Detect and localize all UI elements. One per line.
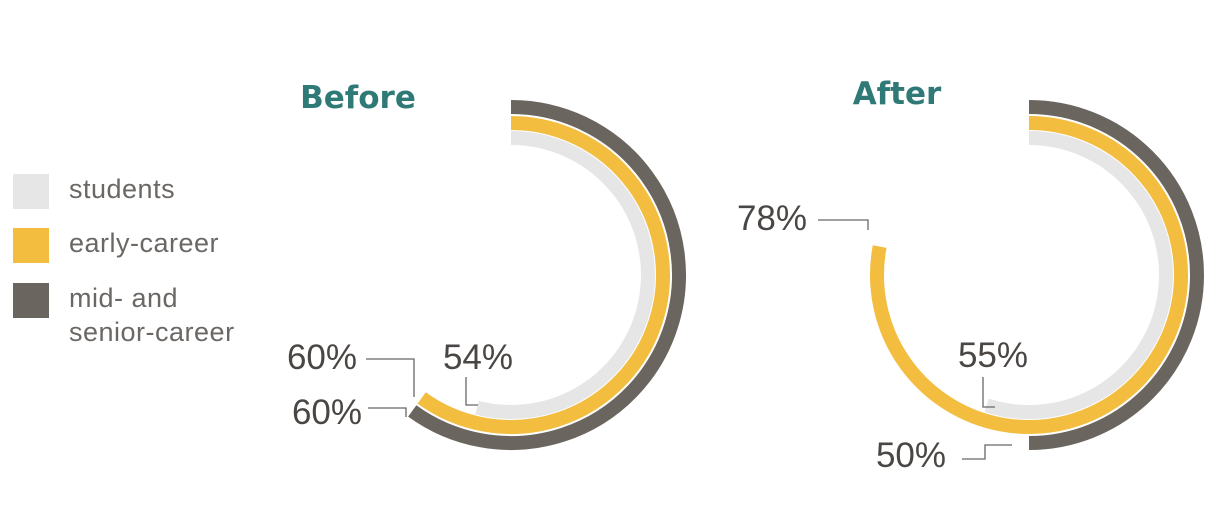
legend-label-students: students [69, 174, 175, 204]
panel-title: After [853, 76, 942, 112]
legend-label-early-career: early-career [69, 228, 219, 258]
leader-line-mid-and-senior-career [368, 407, 407, 417]
value-label-students: 55% [958, 336, 1028, 375]
value-label-mid-and-senior-career: 50% [876, 436, 946, 475]
arc-mid-and-senior-career [408, 100, 686, 450]
leader-line-students [982, 377, 995, 408]
value-label-mid-and-senior-career: 60% [292, 393, 362, 432]
value-label-students: 54% [443, 338, 513, 377]
leader-line-early-career [818, 219, 869, 230]
legend-swatch-early-career [13, 228, 49, 263]
panel-before: Before 54% 60% 60% [287, 80, 686, 450]
legend-label-mid-and-senior-career: senior-career [69, 317, 235, 347]
panel-title: Before [300, 80, 416, 116]
leader-line-students [465, 377, 478, 406]
legend-label-mid-and-senior-career: mid- and [69, 283, 178, 313]
legend-swatch-mid-and-senior-career [13, 283, 49, 318]
legend-swatch-students [13, 174, 49, 209]
arc-students [984, 131, 1173, 419]
arc-early-career [417, 116, 670, 434]
legend: students early-career mid- and senior-caree… [13, 174, 235, 347]
arc-early-career [870, 116, 1188, 434]
leader-line-mid-and-senior-career [962, 444, 1012, 460]
value-label-early-career: 60% [287, 338, 357, 377]
arc-mid-and-senior-career [1028, 100, 1204, 450]
leader-line-early-career [366, 358, 415, 397]
chart-panels: Before 54% 60% 60% After 55% 78% 50% [287, 76, 1204, 475]
value-label-early-career: 78% [737, 199, 807, 238]
arc-students [475, 131, 655, 419]
panel-after: After 55% 78% 50% [737, 76, 1204, 475]
